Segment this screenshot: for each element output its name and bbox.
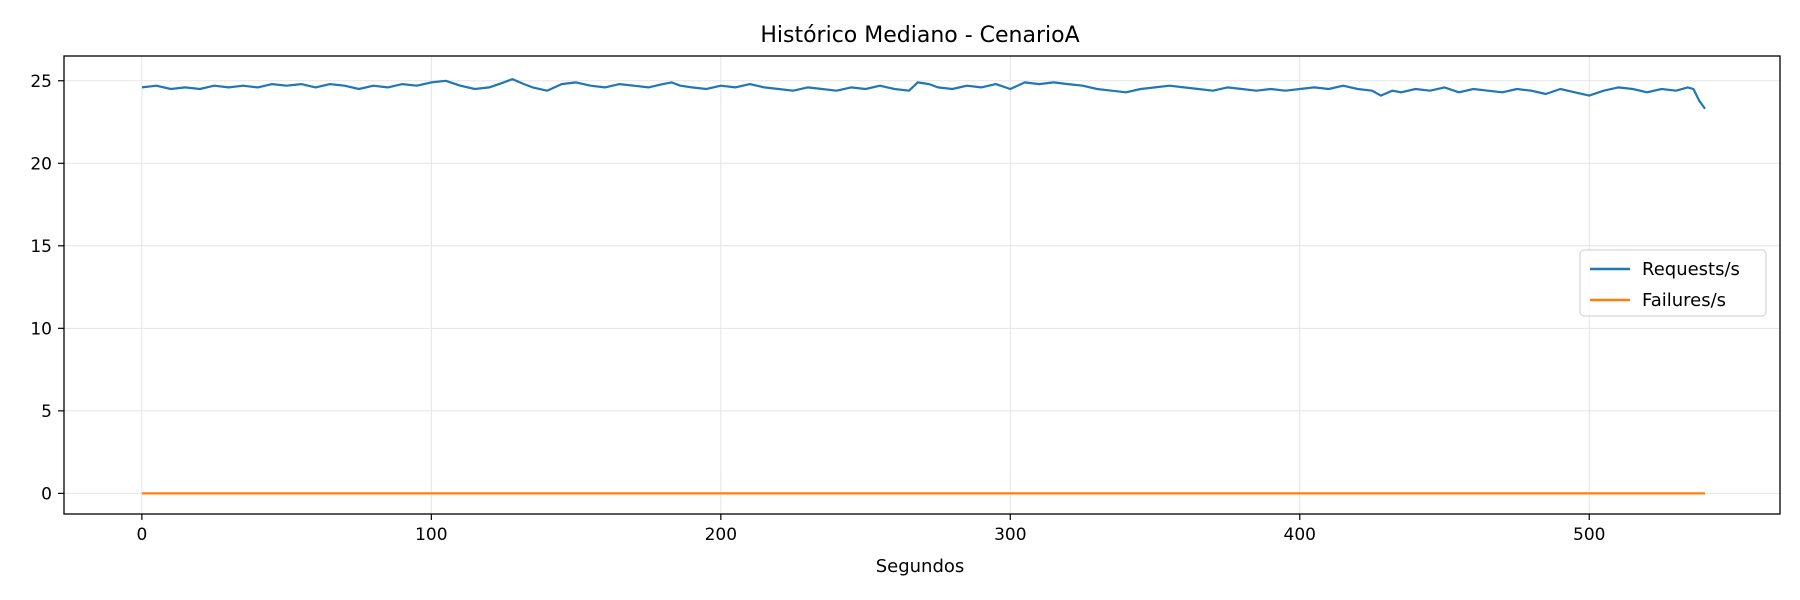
series-line-0 [141,77,1706,110]
x-tick-label: 400 [1284,525,1316,545]
y-tick-label: 20 [30,154,52,174]
chart-title: Histórico Mediano - CenarioA [760,23,1079,48]
x-tick-label: 200 [705,525,737,545]
y-tick-label: 15 [30,237,52,257]
legend-label: Requests/s [1642,259,1740,280]
x-tick-label: 500 [1573,525,1605,545]
y-tick-label: 10 [30,319,52,339]
x-tick-label: 100 [415,525,447,545]
series-group [141,77,1706,495]
y-tick-label: 25 [30,72,52,92]
legend-label: Failures/s [1642,290,1726,311]
y-tick-label: 5 [41,402,52,422]
y-tick-label: 0 [41,484,52,504]
y-axis: 0 5 10 15 20 25 [30,72,64,504]
legend: Requests/s Failures/s [1579,249,1767,317]
x-axis-label: Segundos [876,556,965,577]
x-axis: 0 100 200 300 400 500 [136,514,1605,545]
x-tick-label: 300 [994,525,1026,545]
x-tick-label: 0 [136,525,147,545]
plot-frame [63,55,1781,515]
grid [64,56,1780,514]
